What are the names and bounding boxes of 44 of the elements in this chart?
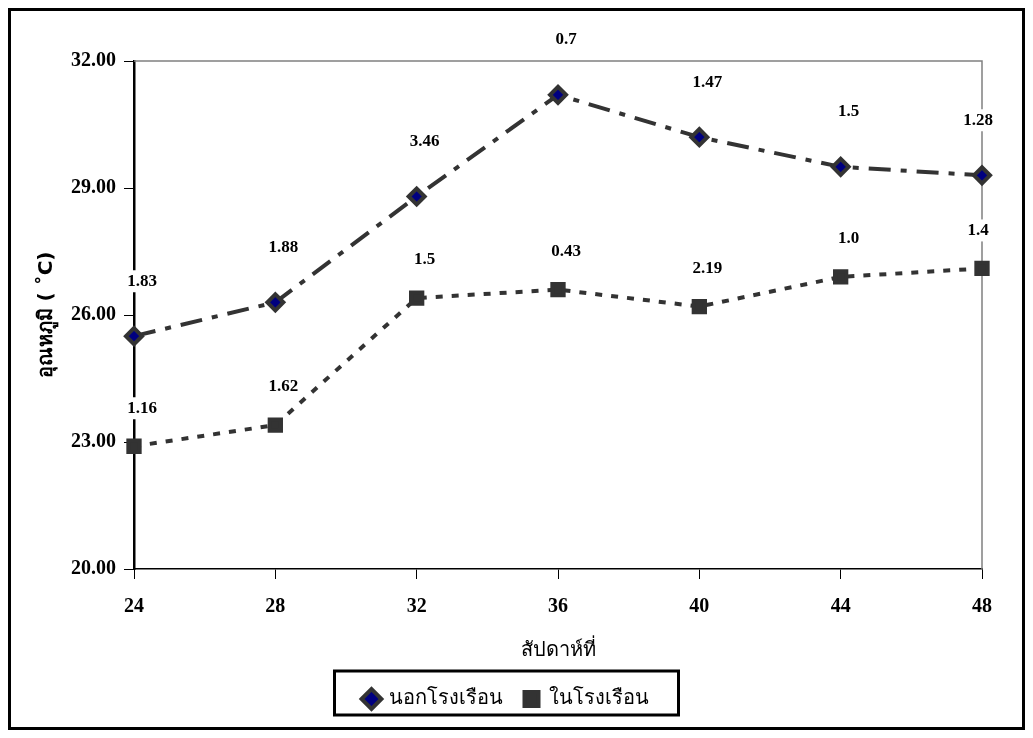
annotation: 1.0 xyxy=(838,228,860,248)
point xyxy=(833,269,849,285)
x-tick-label: 40 xyxy=(689,594,710,617)
point xyxy=(267,417,283,433)
point xyxy=(550,281,566,298)
annotation: 1.62 xyxy=(268,376,299,396)
annotation: 1.16 xyxy=(127,397,157,417)
annotation: 3.46 xyxy=(409,130,440,150)
annotation: 1.5 xyxy=(414,249,436,269)
y-tick-label: 32.00 xyxy=(71,48,116,71)
annotation: 1.5 xyxy=(838,101,860,121)
annotation: 1.28 xyxy=(963,109,993,129)
point xyxy=(689,127,710,148)
y-tick-label: 29.00 xyxy=(71,175,116,198)
text: 0.7 xyxy=(555,29,578,49)
annotation: 1.4 xyxy=(967,219,990,239)
x-tick-label: 32 xyxy=(406,594,427,617)
x-tick-label: 24 xyxy=(124,594,144,617)
annotation: 1.47 xyxy=(692,71,723,91)
x-tick-label: 48 xyxy=(972,594,992,617)
point xyxy=(409,290,425,306)
annotation: 2.19 xyxy=(692,257,723,277)
point xyxy=(974,260,990,277)
x-tick-label: 28 xyxy=(265,594,286,617)
x-tick-label: 44 xyxy=(830,594,851,617)
point xyxy=(830,156,851,177)
legend-label: นอกโรงเรือน xyxy=(388,685,503,710)
x-tick-label: 36 xyxy=(548,594,568,617)
annotation: 1.88 xyxy=(268,236,299,256)
x-axis-title: สัปดาห์ที่ xyxy=(520,635,596,662)
point xyxy=(265,292,286,313)
point xyxy=(124,326,144,347)
point xyxy=(972,165,992,186)
y-tick-label: 26.00 xyxy=(71,302,116,325)
point xyxy=(548,84,568,105)
point xyxy=(406,186,427,207)
legend-label: ในโรงเรือน xyxy=(548,685,649,710)
point xyxy=(126,438,142,454)
annotation: 1.83 xyxy=(127,270,157,290)
y-tick-label: 23.00 xyxy=(71,429,116,452)
y-axis-title: อุณหภูมิ ( ˚C) xyxy=(33,251,60,379)
point xyxy=(691,298,707,315)
y-tick-label: 20.00 xyxy=(71,556,116,579)
annotation: 0.43 xyxy=(551,240,581,260)
